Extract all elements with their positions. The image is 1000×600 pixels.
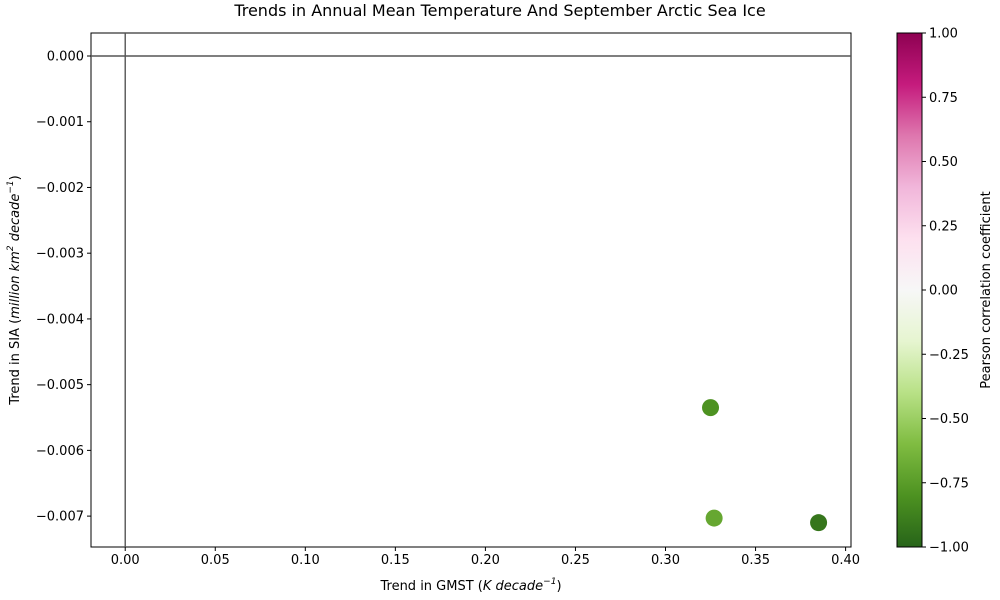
data-points: [702, 399, 828, 532]
x-tick-label: 0.20: [471, 553, 500, 568]
x-axis-label-unit: K decade: [483, 579, 543, 594]
colorbar-label: Pearson correlation coefficient: [979, 191, 994, 388]
colorbar-tick-label: −0.50: [929, 412, 969, 427]
plot-frame: [90, 32, 852, 548]
colorbar-tick-label: 0.25: [929, 219, 958, 234]
colorbar-tick-label: 0.00: [929, 284, 958, 299]
colorbar-tick-label: 0.50: [929, 155, 958, 170]
colorbar-tick-label: −1.00: [929, 541, 969, 556]
y-axis-label-unit-b: decade: [8, 194, 23, 246]
y-tick-label: −0.002: [36, 181, 84, 196]
colorbar-tick-label: −0.75: [929, 476, 969, 491]
x-tick-label: 0.15: [381, 553, 410, 568]
x-tick-label: 0.10: [291, 553, 320, 568]
x-axis-label: Trend in GMST (K decade−1): [379, 577, 561, 594]
colorbar-ticks: 1.00 0.75 0.50 0.25 0.00 −0.25 −0.50 −0.75 −1.00: [922, 27, 969, 556]
y-tick-label: −0.004: [36, 312, 84, 327]
colorbar-tick-label: 1.00: [929, 27, 958, 42]
y-axis-label-exponent-b: −1: [6, 180, 16, 193]
x-axis-label-suffix: ): [556, 579, 561, 594]
data-point: [702, 399, 720, 417]
data-point: [810, 514, 828, 532]
y-axis-label: Trend in SIA (million km2 decade−1): [6, 175, 23, 405]
colorbar: 1.00 0.75 0.50 0.25 0.00 −0.25 −0.50 −0.75 −1.00…: [896, 27, 994, 556]
x-tick-label: 0.35: [741, 553, 770, 568]
y-axis-label-exponent-a: 2: [6, 245, 16, 251]
y-tick-label: −0.001: [36, 115, 84, 130]
colorbar-gradient: [896, 32, 923, 548]
y-axis: 0.000 −0.001 −0.002 −0.003 −0.004 −0.005 −0.00…: [36, 50, 91, 525]
y-tick-label: −0.007: [36, 510, 84, 525]
x-tick-label: 0.30: [651, 553, 680, 568]
data-point: [705, 509, 723, 527]
x-tick-label: 0.05: [201, 553, 230, 568]
colorbar-tick-label: 0.75: [929, 91, 958, 106]
x-axis-label-prefix: Trend in GMST (: [379, 579, 482, 594]
y-tick-label: −0.006: [36, 444, 84, 459]
y-tick-label: −0.003: [36, 247, 84, 262]
y-tick-label: −0.005: [36, 378, 84, 393]
x-tick-label: 0.00: [111, 553, 140, 568]
y-axis-label-suffix: ): [8, 175, 23, 180]
x-axis-label-exponent: −1: [543, 577, 556, 587]
x-tick-label: 0.40: [831, 553, 860, 568]
x-axis: 0.00 0.05 0.10 0.15 0.20 0.25 0.30 0.35 0.40: [111, 547, 860, 568]
x-tick-label: 0.25: [561, 553, 590, 568]
y-axis-label-unit-a: million km: [8, 251, 23, 319]
y-axis-label-prefix: Trend in SIA (: [8, 319, 23, 406]
y-tick-label: 0.000: [47, 50, 84, 65]
plot-area: [90, 32, 852, 548]
colorbar-tick-label: −0.25: [929, 348, 969, 363]
chart-title: Trends in Annual Mean Temperature And Se…: [233, 1, 765, 20]
